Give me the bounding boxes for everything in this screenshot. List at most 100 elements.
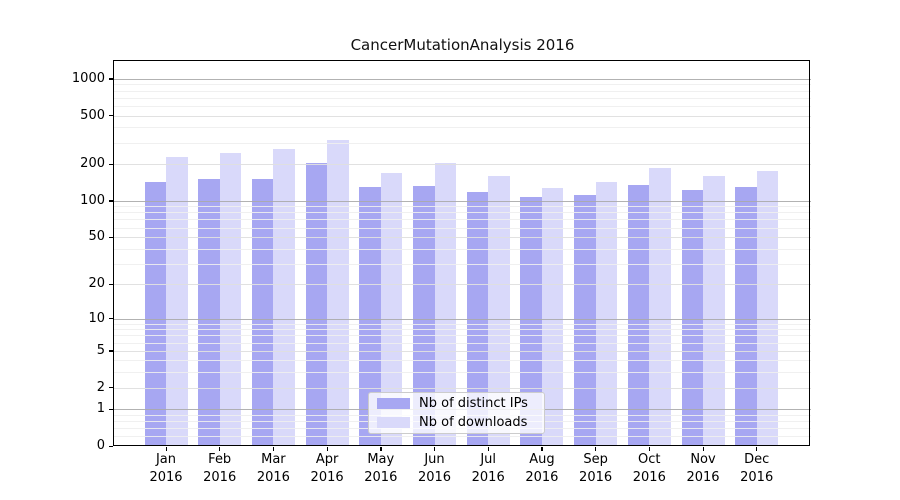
gridline-minor: [114, 372, 811, 374]
bar-downloads-nov: [703, 175, 725, 446]
x-tick-label-oct: Oct 2016: [621, 451, 677, 487]
x-tick-month: Apr: [315, 452, 339, 467]
y-tick-label-1: 1: [96, 401, 105, 417]
gridline-minor: [114, 360, 811, 362]
x-tick-month: Nov: [690, 452, 716, 467]
x-tick-mar: [272, 446, 275, 451]
x-tick-jul: [487, 446, 489, 451]
gridline-2: [114, 387, 811, 389]
y-tick-50: [108, 236, 113, 238]
gridline-500: [114, 115, 811, 117]
legend-label-distinct-ips: Nb of distinct IPs: [419, 396, 528, 411]
y-tick-label-200: 200: [80, 156, 105, 172]
x-tick-year: 2016: [740, 470, 774, 485]
gridline-20: [114, 284, 811, 286]
chart-title: CancerMutationAnalysis 2016: [350, 36, 575, 54]
bar-distinct-ips-jan: [144, 182, 166, 446]
bar-downloads-mar: [273, 148, 295, 446]
x-tick-feb: [219, 446, 221, 451]
bar-downloads-jun: [434, 162, 456, 446]
gridline-minor: [114, 436, 811, 438]
gridline-minor: [114, 90, 811, 92]
gridline-minor: [114, 105, 811, 107]
x-tick-month: Aug: [529, 452, 555, 467]
x-tick-month: May: [367, 452, 395, 467]
x-tick-year: 2016: [256, 470, 290, 485]
x-tick-year: 2016: [632, 470, 666, 485]
x-tick-label-sep: Sep 2016: [568, 451, 624, 487]
bar-downloads-aug: [541, 188, 564, 446]
legend-swatch-downloads: [377, 417, 410, 428]
x-tick-may: [380, 446, 382, 451]
x-tick-year: 2016: [471, 470, 505, 485]
bar-downloads-jul: [488, 175, 510, 446]
y-tick-5: [108, 350, 113, 352]
gridline-minor: [114, 142, 811, 144]
x-tick-jan: [165, 446, 167, 451]
bar-downloads-jan: [166, 157, 188, 446]
gridline-minor: [114, 323, 811, 325]
gridline-minor: [114, 84, 811, 86]
x-tick-jun: [434, 446, 436, 451]
legend-row-distinct-ips: Nb of distinct IPs: [377, 396, 536, 411]
legend-label-downloads: Nb of downloads: [419, 415, 528, 430]
gridline-1000: [114, 78, 811, 80]
bar-distinct-ips-aug: [520, 197, 542, 446]
x-tick-label-apr: Apr 2016: [299, 451, 355, 487]
y-tick-label-50: 50: [88, 229, 105, 245]
x-tick-month: Jul: [480, 452, 497, 467]
x-tick-year: 2016: [525, 470, 559, 485]
y-tick-label-20: 20: [88, 276, 105, 292]
bar-downloads-feb: [219, 152, 242, 446]
x-tick-nov: [702, 446, 704, 451]
y-tick-1: [108, 408, 113, 410]
y-tick-200: [108, 163, 113, 165]
gridline-minor: [114, 206, 811, 208]
x-tick-month: Oct: [638, 452, 661, 467]
bar-distinct-ips-mar: [251, 178, 274, 446]
x-tick-year: 2016: [149, 470, 183, 485]
x-tick-label-jun: Jun 2016: [407, 451, 463, 487]
legend-row-downloads: Nb of downloads: [377, 415, 536, 430]
x-tick-year: 2016: [417, 470, 452, 485]
x-tick-oct: [648, 446, 651, 451]
x-tick-month: Mar: [261, 452, 286, 467]
x-tick-aug: [541, 446, 543, 451]
bar-distinct-ips-may: [359, 186, 381, 446]
y-tick-label-10: 10: [88, 310, 105, 326]
gridline-200: [114, 164, 811, 166]
gridline-minor: [114, 329, 811, 331]
x-tick-dec: [756, 446, 758, 451]
x-tick-label-aug: Aug 2016: [514, 451, 570, 487]
bar-distinct-ips-oct: [627, 184, 650, 446]
legend: Nb of distinct IPs Nb of downloads: [368, 392, 545, 434]
x-tick-label-jan: Jan 2016: [138, 451, 194, 487]
gridline-minor: [114, 212, 811, 214]
gridline-minor: [114, 219, 811, 221]
bar-distinct-ips-jun: [413, 185, 435, 446]
x-tick-year: 2016: [364, 470, 398, 485]
y-tick-label-100: 100: [80, 192, 105, 208]
x-tick-month: Dec: [744, 452, 770, 467]
bar-distinct-ips-nov: [681, 189, 703, 446]
x-tick-year: 2016: [686, 470, 720, 485]
y-tick-2: [108, 387, 113, 389]
bar-downloads-may: [380, 172, 403, 446]
y-tick-500: [108, 115, 113, 117]
bar-downloads-sep: [595, 181, 618, 446]
x-tick-month: Jan: [155, 452, 177, 467]
x-tick-year: 2016: [579, 470, 613, 485]
x-tick-label-mar: Mar 2016: [245, 451, 301, 487]
y-tick-label-1000: 1000: [71, 70, 105, 86]
bar-downloads-apr: [327, 140, 349, 446]
gridline-minor: [114, 342, 811, 344]
x-tick-label-feb: Feb 2016: [192, 451, 248, 487]
bar-downloads-oct: [649, 168, 671, 446]
y-tick-label-0: 0: [96, 438, 105, 453]
y-tick-1000: [108, 78, 113, 80]
x-tick-apr: [326, 446, 328, 451]
gridline-50: [114, 237, 811, 239]
x-tick-month: Sep: [583, 452, 608, 467]
y-tick-0: [108, 445, 113, 447]
